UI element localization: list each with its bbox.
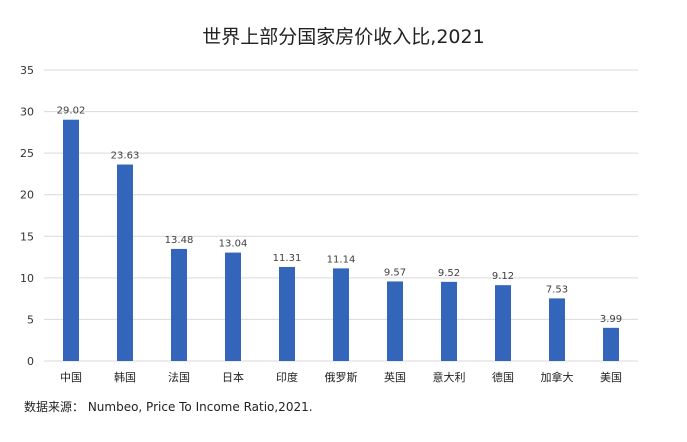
x-tick-label: 加拿大 bbox=[541, 370, 574, 384]
x-tick-label: 日本 bbox=[222, 370, 244, 384]
value-label: 23.63 bbox=[111, 151, 140, 162]
value-label: 13.04 bbox=[219, 239, 248, 250]
y-tick-label: 5 bbox=[27, 313, 34, 326]
x-tick-label: 美国 bbox=[600, 371, 622, 384]
x-tick-label: 德国 bbox=[492, 370, 514, 384]
value-label: 11.31 bbox=[273, 253, 302, 264]
x-tick-label: 俄罗斯 bbox=[325, 371, 358, 384]
value-label: 29.02 bbox=[57, 106, 86, 117]
y-tick-label: 35 bbox=[20, 64, 34, 77]
bar bbox=[171, 248, 187, 361]
value-label: 9.12 bbox=[492, 271, 514, 282]
y-tick-label: 25 bbox=[20, 147, 34, 160]
bars bbox=[63, 119, 619, 362]
bar bbox=[441, 281, 457, 361]
source-note: 数据来源： Numbeo, Price To Income Ratio,2021… bbox=[24, 400, 313, 414]
value-label: 11.14 bbox=[327, 254, 356, 265]
y-tick-label: 10 bbox=[20, 272, 34, 285]
x-tick-label: 法国 bbox=[168, 370, 190, 384]
bar bbox=[117, 164, 133, 361]
value-label: 9.57 bbox=[384, 267, 406, 278]
value-labels: 29.02 23.63 13.48 13.04 11.31 11.14 9.57 9.52 9.… bbox=[57, 106, 622, 325]
bar bbox=[225, 252, 241, 361]
bar bbox=[279, 266, 295, 361]
x-tick-label: 意大利 bbox=[433, 370, 466, 384]
x-tick-label: 印度 bbox=[276, 370, 298, 384]
bar bbox=[333, 268, 349, 361]
y-tick-label: 15 bbox=[20, 230, 34, 243]
value-label: 13.48 bbox=[165, 235, 194, 246]
x-tick-label: 英国 bbox=[384, 370, 406, 384]
x-tick-label: 韩国 bbox=[114, 370, 136, 384]
chart-title: 世界上部分国家房价收入比,2021 bbox=[202, 26, 485, 48]
x-axis-ticks: 中国 韩国 法国 日本 印度 俄罗斯 英国 意大利 德国 加拿大 美国 bbox=[60, 370, 622, 384]
value-label: 3.99 bbox=[600, 314, 622, 325]
x-tick-label: 中国 bbox=[60, 371, 82, 384]
y-tick-label: 30 bbox=[20, 106, 34, 119]
value-label: 9.52 bbox=[438, 268, 460, 279]
bar bbox=[63, 119, 79, 362]
y-tick-label: 0 bbox=[27, 355, 34, 368]
value-label: 7.53 bbox=[546, 284, 568, 295]
y-tick-label: 20 bbox=[20, 189, 34, 202]
bar bbox=[549, 298, 565, 361]
bar bbox=[603, 327, 619, 361]
y-axis-ticks: 0 5 10 15 20 25 30 35 bbox=[20, 64, 34, 368]
bar bbox=[387, 281, 403, 361]
bar bbox=[495, 285, 511, 361]
